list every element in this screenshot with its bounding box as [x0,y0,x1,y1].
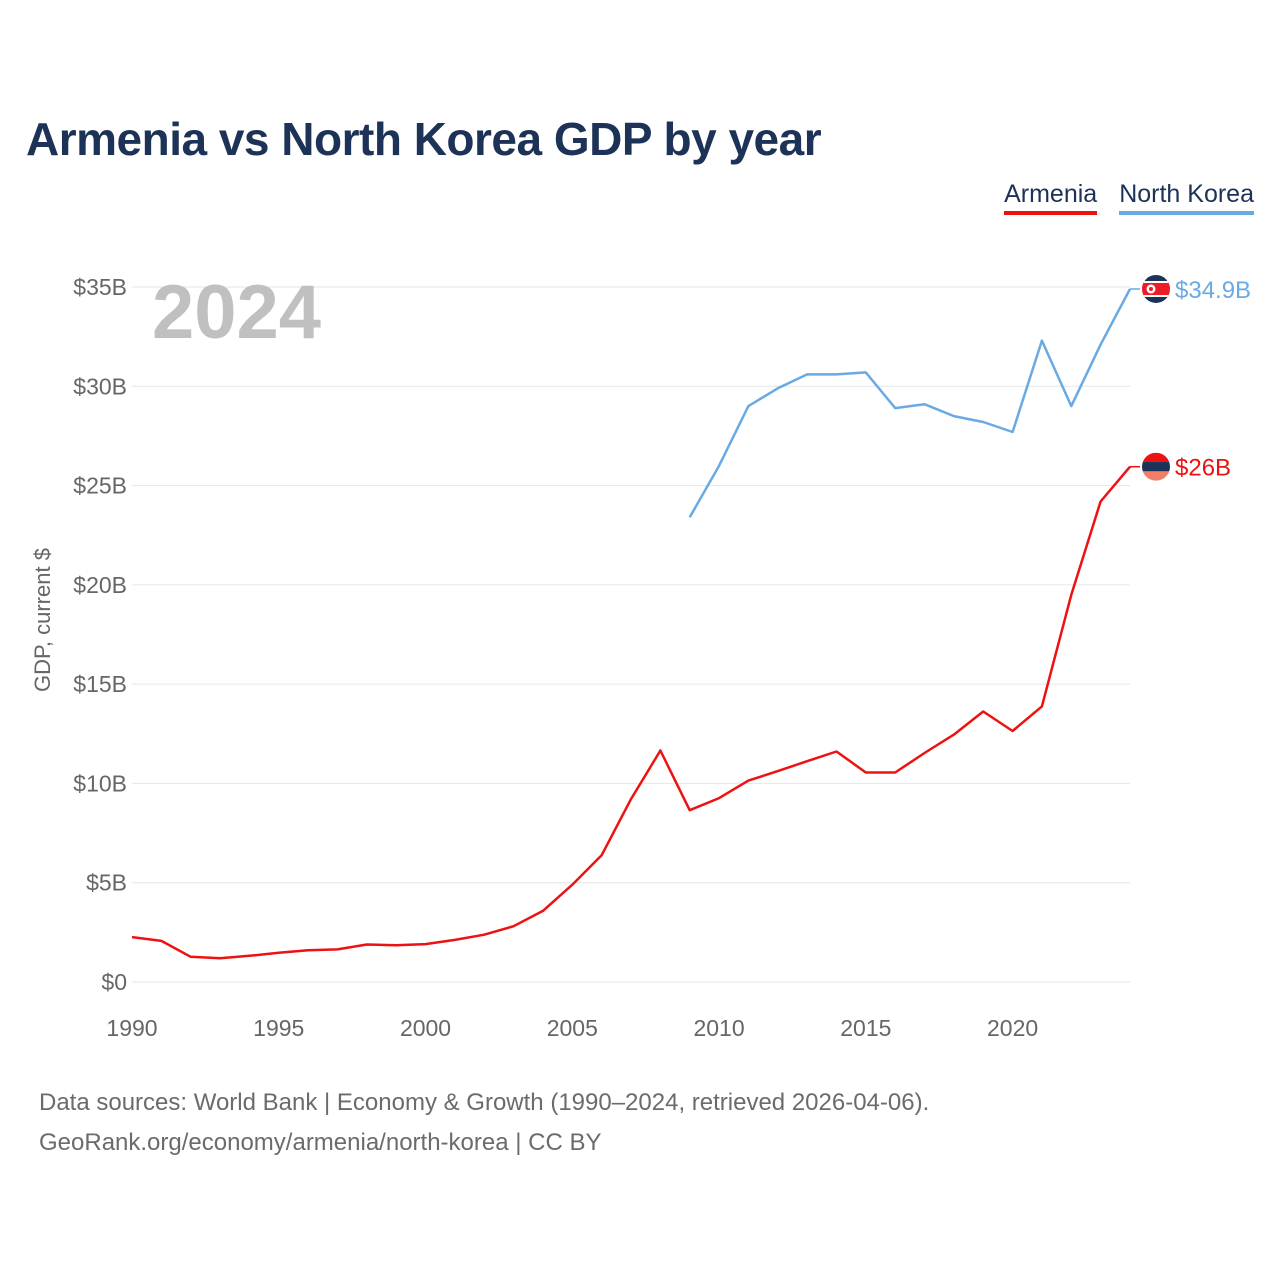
x-tick-label: 2015 [840,1015,891,1041]
chart-title: Armenia vs North Korea GDP by year [26,113,822,165]
y-tick-label: $0 [101,969,127,995]
series-layer [131,288,1132,960]
series-line-north-korea [688,288,1132,518]
year-watermark: 2024 [152,270,321,355]
y-tick-label: $35B [73,274,127,300]
x-tick-label: 2010 [693,1015,744,1041]
y-tick-label: $5B [86,870,127,896]
y-axis-ticks: $0 $5B $10B $15B $20B $25B $30B $35B [73,274,127,995]
flag-icon-armenia [1142,452,1170,481]
x-tick-label: 2000 [400,1015,451,1041]
source-link[interactable]: GeoRank.org/economy/armenia/north-korea … [39,1129,602,1156]
y-tick-label: $25B [73,473,127,499]
flag-icon-north-korea [1142,274,1170,303]
source-line: Data sources: World Bank | Economy & Gro… [39,1089,930,1116]
gdp-line-chart: 2024 $0$5B$10B$15B$20B$25B$30B$35B 1990 1… [30,270,1251,1041]
x-axis-ticks: 1990 1995 2000 2005 2010 2015 2020 [106,1015,1038,1041]
x-tick-label: 1990 [106,1015,157,1041]
legend-item-north-korea[interactable]: North Korea [1119,180,1254,215]
data-source-note: Data sources: World Bank | Economy & Gro… [39,1083,929,1163]
x-tick-label: 1995 [253,1015,304,1041]
y-tick-label: $20B [73,572,127,598]
legend-item-armenia[interactable]: Armenia [1004,180,1098,215]
y-tick-label: $30B [73,373,127,399]
x-tick-label: 2005 [547,1015,598,1041]
end-markers: $26B $34.9B [1130,274,1251,482]
legend: Armenia North Korea [1004,180,1254,215]
y-tick-label: $15B [73,671,127,697]
end-value-label-north-korea: $34.9B [1175,277,1251,304]
series-line-armenia [131,465,1131,960]
y-axis-label: GDP, current $ [30,548,55,692]
end-value-label-armenia: $26B [1175,455,1231,482]
x-tick-label: 2020 [987,1015,1038,1041]
grid-lines [132,286,1130,983]
y-tick-label: $10B [73,770,127,796]
